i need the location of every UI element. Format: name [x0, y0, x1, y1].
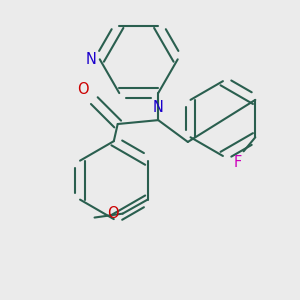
Text: N: N [153, 100, 164, 115]
Text: O: O [107, 206, 119, 221]
Text: F: F [234, 155, 242, 170]
Text: N: N [85, 52, 96, 67]
Text: O: O [77, 82, 89, 97]
